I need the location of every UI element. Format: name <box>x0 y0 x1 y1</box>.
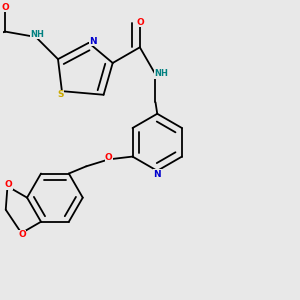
Text: N: N <box>153 170 161 179</box>
Text: O: O <box>137 18 144 27</box>
Text: N: N <box>89 37 97 46</box>
Text: O: O <box>4 180 12 189</box>
Text: S: S <box>57 90 63 99</box>
Text: O: O <box>105 154 113 163</box>
Text: O: O <box>18 230 26 239</box>
Text: NH: NH <box>31 30 44 39</box>
Text: O: O <box>1 3 9 12</box>
Text: NH: NH <box>154 69 168 78</box>
